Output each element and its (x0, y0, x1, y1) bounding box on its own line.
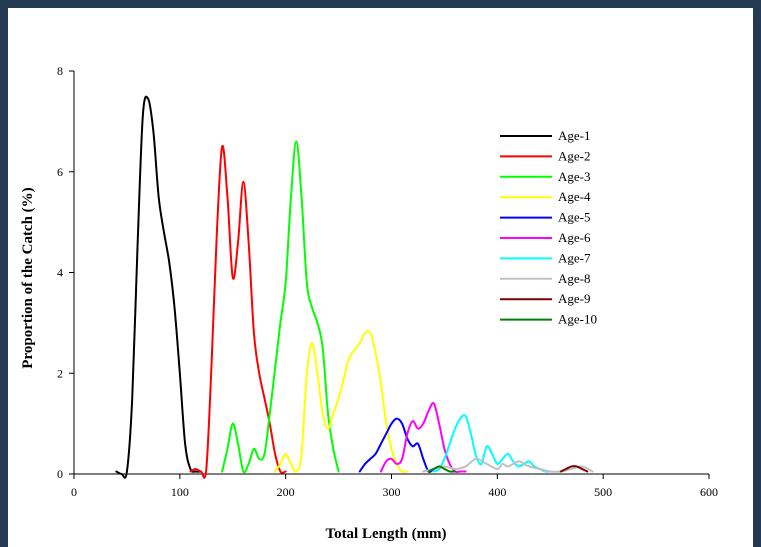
chart-frame: 0 100 200 300 400 500 600 0 2 4 6 8 Age-1 Age-2 Age-3… (8, 8, 753, 547)
y-tick-label: 6 (57, 165, 63, 179)
y-tick-label: 8 (57, 64, 63, 78)
x-tick-label: 400 (488, 485, 506, 499)
series-line-age-2 (189, 145, 287, 479)
series-line-age-5 (358, 417, 441, 473)
x-tick-label: 100 (171, 485, 189, 499)
y-tick-label: 4 (57, 266, 63, 280)
legend-label-age-4: Age-4 (558, 189, 591, 204)
x-tick-label: 300 (383, 485, 401, 499)
y-tick-label: 0 (57, 467, 63, 481)
legend-label-age-2: Age-2 (558, 148, 591, 163)
legend-label-age-1: Age-1 (558, 128, 591, 143)
legend-label-age-3: Age-3 (558, 169, 591, 184)
legend-label-age-9: Age-9 (558, 291, 591, 306)
legend: Age-1 Age-2 Age-3 Age-4 Age-5 Age-6 Age-7 Age-8… (500, 128, 597, 327)
series-line-age-1 (115, 95, 202, 479)
y-tick-label: 2 (57, 366, 63, 380)
series-line-age-6 (379, 402, 467, 474)
x-tick-label: 200 (277, 485, 295, 499)
y-axis-title: Proportion of the Catch (%) (20, 187, 36, 368)
legend-label-age-6: Age-6 (558, 230, 591, 245)
legend-label-age-8: Age-8 (558, 271, 591, 286)
x-tick-label: 500 (594, 485, 612, 499)
series-layer (115, 95, 594, 479)
x-axis-title: Total Length (mm) (325, 526, 446, 542)
series-line-age-7 (432, 414, 552, 473)
series-line-age-10 (427, 465, 456, 473)
series-line-age-9 (559, 465, 589, 473)
legend-label-age-7: Age-7 (558, 250, 591, 265)
x-tick-label: 0 (71, 485, 77, 499)
series-line-age-4 (274, 330, 409, 474)
x-tick-label: 600 (700, 485, 718, 499)
axes: 0 100 200 300 400 500 600 0 2 4 6 8 (57, 64, 718, 499)
series-line-age-3 (221, 140, 340, 474)
line-chart: 0 100 200 300 400 500 600 0 2 4 6 8 Age-1 Age-2 Age-3… (20, 64, 718, 542)
legend-label-age-5: Age-5 (558, 210, 591, 225)
legend-label-age-10: Age-10 (558, 312, 597, 327)
